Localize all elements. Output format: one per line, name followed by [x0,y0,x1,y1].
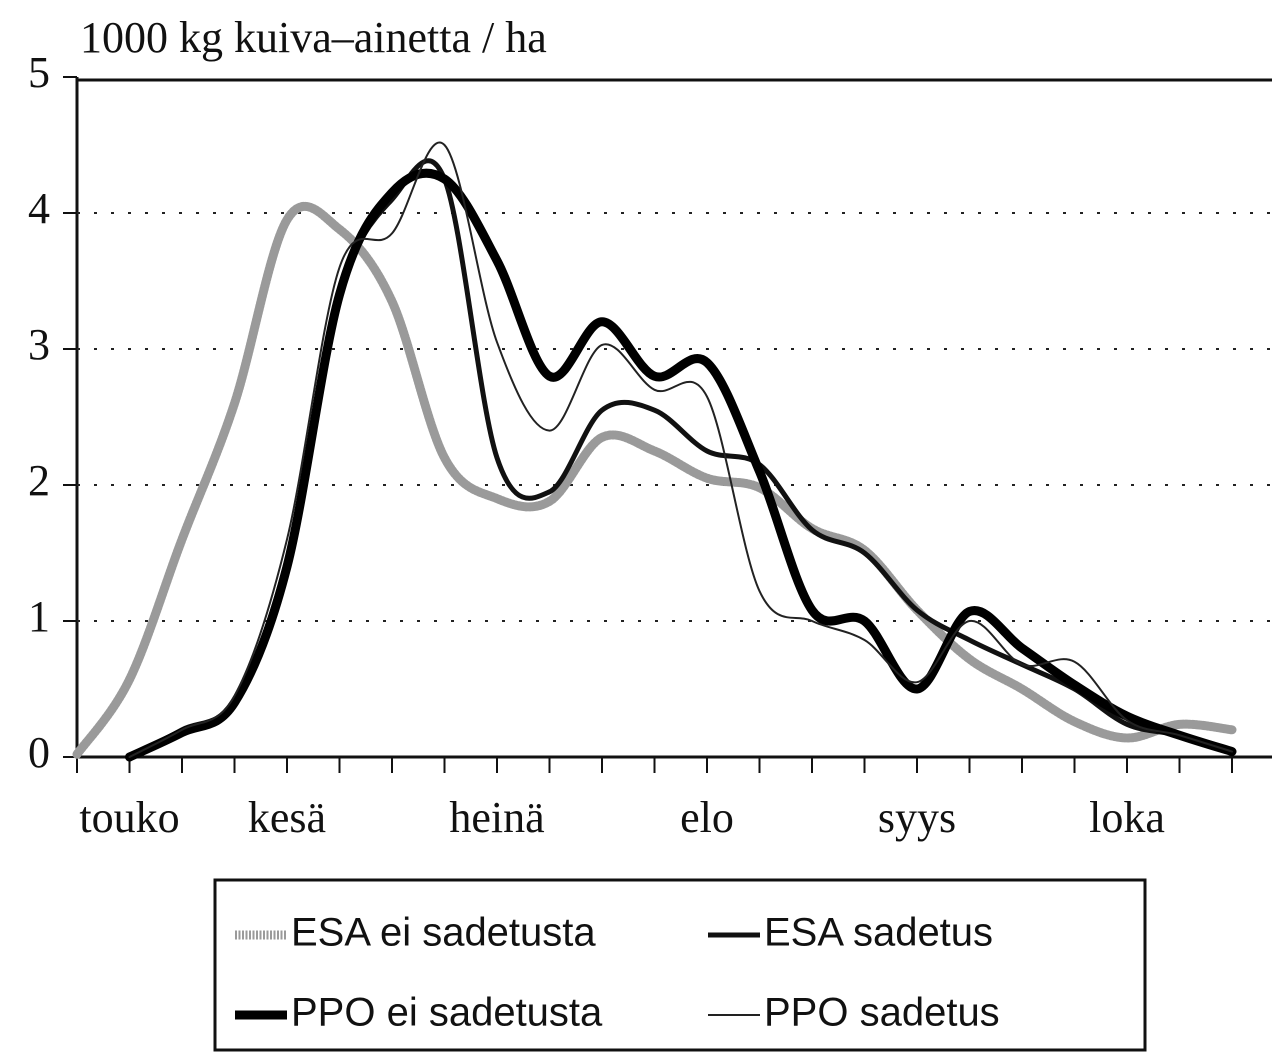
y-tick-label: 4 [28,184,50,233]
x-tick-label: loka [1089,793,1165,842]
y-tick-label: 1 [28,592,50,641]
legend-label: ESA ei sadetusta [291,911,596,955]
series-line [72,201,1237,759]
x-tick-label: syys [878,793,956,842]
legend-label: ESA sadetus [764,911,993,955]
chart-title: 1000 kg kuiva–ainetta / ha [80,13,547,62]
legend-label: PPO sadetus [764,991,1000,1035]
x-tick-label: heinä [449,793,544,842]
legend-label: PPO ei sadetusta [291,991,603,1035]
y-tick-label: 0 [28,728,50,777]
x-tick-label: touko [79,793,179,842]
y-tick-label: 5 [28,48,50,97]
x-tick-label: kesä [248,793,326,842]
series-line [127,158,1235,760]
y-tick-label: 2 [28,456,50,505]
series-line [125,168,1237,762]
x-tick-label: elo [680,793,734,842]
series-line [128,141,1233,758]
legend-box [213,878,1147,1052]
y-tick-label: 3 [28,320,50,369]
